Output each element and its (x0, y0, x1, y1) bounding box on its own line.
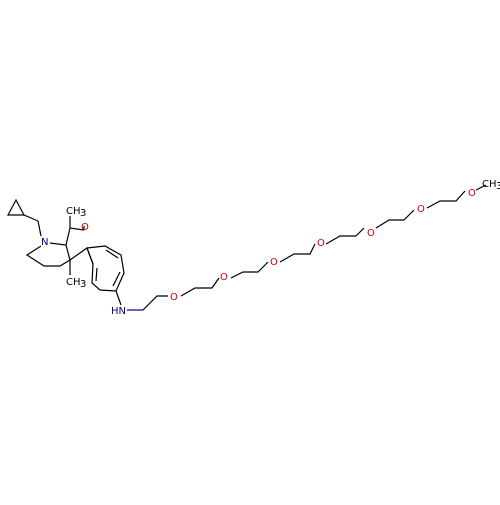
ketone-oxygen-label: O (81, 222, 89, 233)
benzene-inner-bonds (95, 249, 121, 287)
benzene-ring (86, 245, 125, 292)
svg-text:3: 3 (80, 279, 86, 290)
peg-segment-1 (142, 295, 168, 311)
peg-segment-7 (426, 190, 466, 209)
ring-nitrogen-label: N (41, 237, 48, 248)
peg-segment-3 (230, 261, 269, 279)
ether-oxygen-5-label: O (367, 228, 375, 239)
cyclopropyl-methylene-bond (23, 214, 39, 222)
svg-text:3: 3 (496, 181, 500, 192)
peg-segment-2 (180, 277, 220, 297)
peg-chain (142, 184, 487, 311)
n-cyclopropylmethyl-bond (37, 220, 42, 237)
peg-segment-4 (279, 243, 316, 263)
ether-oxygen-2-label: O (220, 272, 228, 283)
peg-segment-6 (375, 209, 415, 229)
svg-text:CH: CH (482, 179, 497, 190)
ether-oxygen-1-label: O (170, 292, 178, 303)
svg-text:CH: CH (66, 206, 81, 217)
peg-segment-5 (325, 227, 365, 245)
ether-oxygen-7-label: O (468, 188, 476, 199)
methyl-top-label: CH 3 (66, 206, 86, 219)
ether-oxygen-3-label: O (270, 257, 278, 268)
aryl-nh-bond (115, 290, 122, 306)
methyl-bottom-label: CH 3 (66, 277, 86, 290)
svg-text:CH: CH (66, 277, 81, 288)
amine-nh-label: HN (111, 306, 126, 317)
svg-text:3: 3 (80, 208, 86, 219)
cyclopropyl-ring (7, 198, 25, 216)
peg-segment-8 (475, 184, 487, 191)
terminal-methyl-label: CH 3 (482, 179, 500, 192)
ether-oxygen-6-label: O (417, 204, 425, 215)
ether-oxygen-4-label: O (317, 238, 325, 249)
piperidine-ring (25, 242, 71, 267)
